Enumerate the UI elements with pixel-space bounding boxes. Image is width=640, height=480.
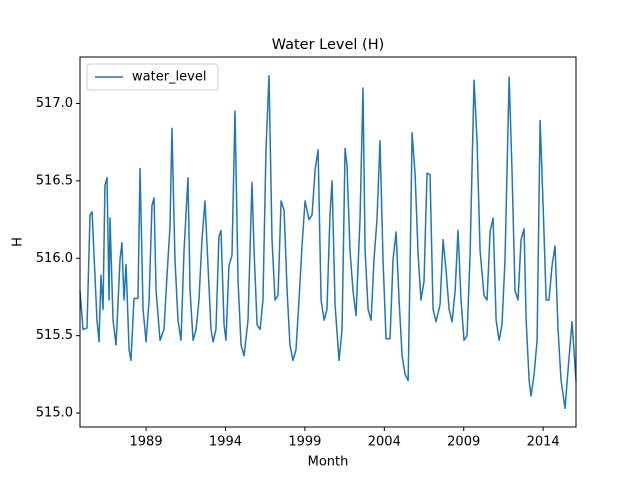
x-tick-label: 1989 <box>130 435 163 450</box>
x-axis-label: Month <box>308 455 349 470</box>
y-tick-label: 515.0 <box>36 406 73 421</box>
x-tick-label: 1999 <box>288 435 321 450</box>
y-axis-label: H <box>11 237 26 247</box>
chart-title: Water Level (H) <box>272 37 385 53</box>
y-tick-label: 516.5 <box>36 173 73 188</box>
x-tick-label: 2009 <box>447 435 480 450</box>
y-tick-label: 516.0 <box>36 251 73 266</box>
data-line <box>79 74 577 410</box>
legend-box <box>86 63 219 91</box>
x-tick-label: 1994 <box>209 435 242 450</box>
y-tick-label: 515.5 <box>36 328 73 343</box>
x-tick-label: 2004 <box>368 435 401 450</box>
x-tick-label: 2014 <box>527 435 560 450</box>
plot-frame <box>79 56 577 428</box>
y-tick-label: 517.0 <box>36 96 73 111</box>
legend-label: water_level <box>132 70 206 85</box>
